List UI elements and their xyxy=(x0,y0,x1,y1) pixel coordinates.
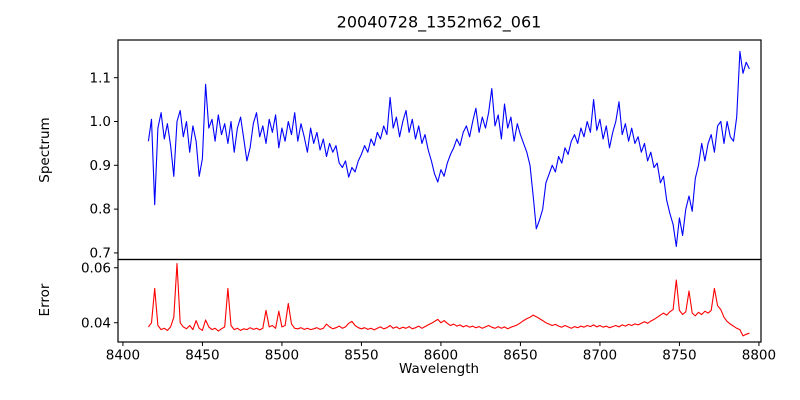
x-tick-label: 8800 xyxy=(742,348,776,364)
x-tick-label: 8400 xyxy=(106,348,140,364)
error-y-tick-label: 0.06 xyxy=(81,260,111,276)
x-tick-label: 8550 xyxy=(344,348,378,364)
spectrum-y-tick-label: 0.7 xyxy=(90,246,111,262)
spectrum-y-tick-label: 1.1 xyxy=(90,70,111,86)
error-y-tick-label: 0.04 xyxy=(81,315,111,331)
spectrum-axis-label: Spectrum xyxy=(37,117,53,183)
error-axis-label: Error xyxy=(37,283,53,317)
x-tick-label: 8500 xyxy=(265,348,299,364)
x-tick-label: 8650 xyxy=(503,348,537,364)
spectrum-y-tick-label: 1.0 xyxy=(90,114,111,130)
x-tick-label: 8750 xyxy=(662,348,696,364)
spectrum-y-tick-label: 0.9 xyxy=(90,158,111,174)
wavelength-axis-label: Wavelength xyxy=(398,361,480,377)
x-tick-label: 8450 xyxy=(185,348,219,364)
x-tick-label: 8700 xyxy=(583,348,617,364)
x-tick-label: 8600 xyxy=(424,348,458,364)
spectrum-panel-border xyxy=(117,39,762,261)
error-line xyxy=(147,263,750,337)
spectrum-y-tick-label: 0.8 xyxy=(90,202,111,218)
error-panel-border xyxy=(117,258,762,343)
chart-title: 20040728_1352m62_061 xyxy=(336,12,542,32)
spectrum-line xyxy=(147,50,750,247)
